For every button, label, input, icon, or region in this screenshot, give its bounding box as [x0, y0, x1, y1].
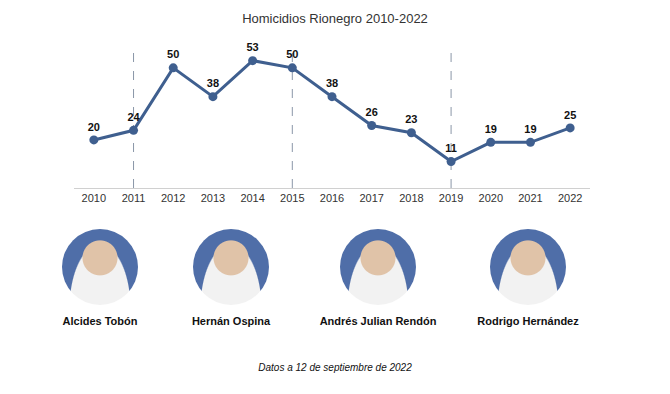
svg-text:26: 26: [366, 106, 378, 118]
svg-text:2013: 2013: [201, 192, 225, 204]
html-text:Datos a 12 de septiembre de 20: Datos a 12 de septiembre de 2022: [258, 362, 412, 373]
svg-text:23: 23: [405, 113, 417, 125]
svg-text:19: 19: [524, 123, 536, 135]
svg-text:53: 53: [246, 41, 258, 53]
svg-text:38: 38: [326, 77, 338, 89]
html-text:Andrés Julian Rendón: Andrés Julian Rendón: [319, 315, 437, 327]
svg-text:2010: 2010: [82, 192, 106, 204]
svg-text:2015: 2015: [280, 192, 304, 204]
svg-text:38: 38: [207, 77, 219, 89]
svg-text:20: 20: [88, 121, 100, 133]
html-text:Hernán Ospina: Hernán Ospina: [191, 315, 271, 327]
svg-text:24: 24: [127, 111, 140, 123]
svg-text:2011: 2011: [122, 192, 146, 204]
svg-text:11: 11: [445, 142, 457, 154]
html-text:Alcides Tobón: Alcides Tobón: [62, 315, 138, 327]
svg-text:25: 25: [564, 109, 576, 121]
svg-text:2021: 2021: [518, 192, 542, 204]
svg-text:19: 19: [485, 123, 497, 135]
svg-text:Homicidios Rionegro 2010-2022: Homicidios Rionegro 2010-2022: [242, 11, 428, 26]
svg-text:2012: 2012: [161, 192, 185, 204]
svg-text:50: 50: [286, 48, 298, 60]
svg-text:50: 50: [167, 48, 179, 60]
svg-text:2014: 2014: [240, 192, 264, 204]
svg-text:2017: 2017: [359, 192, 383, 204]
svg-text:2018: 2018: [399, 192, 423, 204]
html-text:Rodrigo Hernández: Rodrigo Hernández: [477, 315, 579, 327]
svg-text:2019: 2019: [439, 192, 463, 204]
svg-text:2016: 2016: [320, 192, 344, 204]
svg-text:2022: 2022: [558, 192, 582, 204]
svg-text:2020: 2020: [479, 192, 503, 204]
